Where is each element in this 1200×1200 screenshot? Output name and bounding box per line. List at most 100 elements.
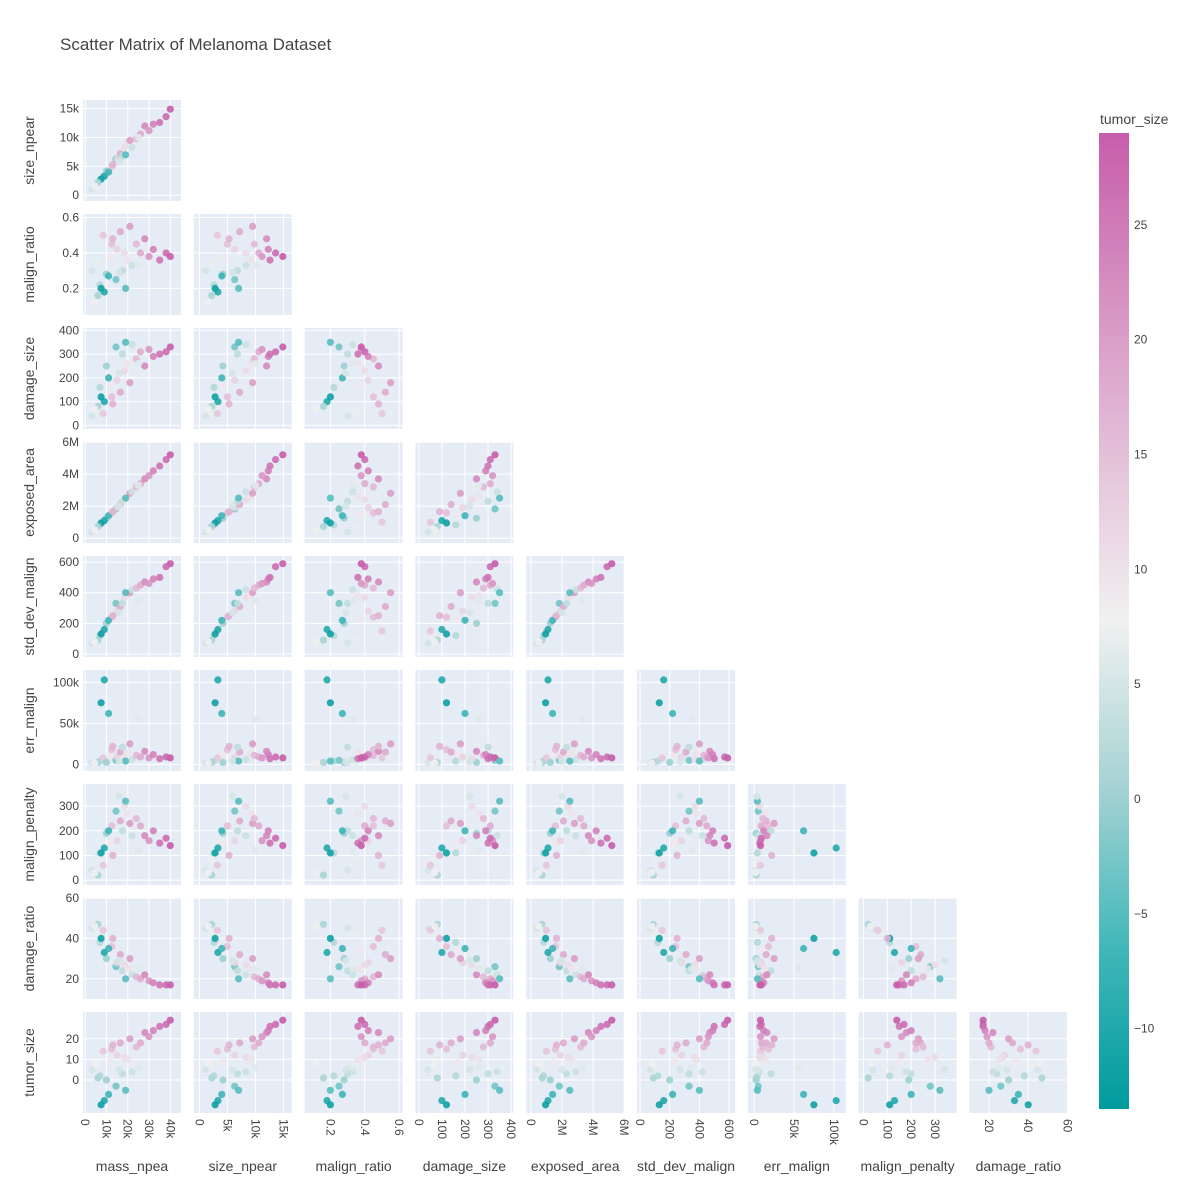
data-point	[466, 792, 474, 800]
data-point	[486, 834, 494, 842]
data-point	[162, 348, 170, 356]
data-point	[99, 926, 107, 934]
data-point	[134, 965, 142, 973]
data-point	[442, 699, 451, 707]
data-point	[753, 849, 762, 857]
data-point	[266, 350, 274, 358]
data-point	[162, 834, 170, 842]
data-point	[354, 462, 362, 470]
data-point	[91, 869, 99, 877]
data-point	[112, 276, 120, 284]
data-point	[660, 948, 668, 957]
data-point	[493, 488, 501, 496]
y-tick-label: 15k	[60, 102, 80, 116]
data-point	[369, 942, 377, 951]
data-point	[676, 792, 684, 800]
data-point	[166, 560, 174, 568]
data-point	[587, 837, 596, 845]
data-point	[263, 362, 271, 370]
data-point	[266, 839, 274, 847]
colorbar-tick-label: −10	[1134, 1022, 1155, 1036]
data-point	[349, 586, 357, 594]
data-point	[685, 756, 693, 764]
data-point	[695, 955, 704, 963]
data-point	[228, 792, 236, 800]
data-point	[890, 948, 899, 957]
data-point	[874, 1047, 882, 1055]
data-point	[338, 944, 346, 953]
data-point	[97, 934, 105, 943]
data-point	[912, 1039, 920, 1047]
data-point	[255, 1039, 263, 1047]
x-tick-label: 0.6	[392, 1119, 406, 1136]
data-point	[535, 922, 543, 930]
data-point	[883, 934, 891, 943]
data-point	[447, 817, 455, 825]
data-point	[552, 612, 561, 620]
data-point	[162, 113, 170, 121]
panel-tumor_size-vs-exposed_area	[526, 1012, 625, 1113]
data-point	[344, 866, 352, 874]
data-point	[228, 957, 236, 965]
data-point	[97, 284, 105, 292]
data-point	[109, 508, 117, 516]
panel-tumor_size-vs-malign_ratio	[304, 1012, 403, 1113]
panel-malign_penalty-vs-damage_size	[415, 784, 514, 885]
data-point	[349, 846, 357, 855]
data-point	[597, 839, 605, 847]
data-point	[898, 1033, 906, 1041]
data-point	[357, 946, 365, 955]
data-point	[340, 1076, 348, 1084]
data-point	[166, 842, 174, 850]
y-axis-title: malign_ratio	[21, 226, 37, 302]
data-point	[893, 1016, 901, 1024]
data-point	[559, 951, 568, 959]
data-point	[128, 1068, 136, 1076]
data-point	[235, 1086, 243, 1094]
data-point	[211, 393, 219, 401]
x-axis-title: damage_ratio	[976, 1158, 1062, 1174]
data-point	[113, 245, 121, 253]
data-point	[756, 861, 765, 869]
data-point	[342, 369, 350, 377]
data-point	[912, 1045, 920, 1053]
data-point	[452, 757, 460, 765]
data-point	[94, 1074, 102, 1082]
data-point	[770, 955, 778, 963]
data-point	[461, 1090, 469, 1098]
data-point	[335, 343, 343, 351]
y-tick-label: 2M	[62, 499, 79, 513]
data-point	[105, 272, 113, 280]
data-point	[552, 934, 561, 943]
data-point	[357, 560, 365, 568]
data-point	[102, 1076, 110, 1084]
data-point	[374, 612, 383, 620]
data-point	[442, 822, 451, 830]
data-point	[374, 742, 383, 751]
data-point	[128, 341, 136, 349]
data-point	[941, 957, 949, 965]
data-point	[570, 1035, 579, 1043]
panel-err_malign-vs-size_npear	[193, 670, 292, 771]
data-point	[491, 599, 499, 608]
panel-damage_ratio-vs-size_npear	[193, 897, 292, 999]
data-point	[563, 827, 571, 835]
panel-damage_ratio-vs-mass_npea	[83, 897, 181, 999]
data-point	[204, 869, 212, 877]
data-point	[115, 957, 123, 965]
data-point	[378, 861, 386, 869]
data-point	[364, 1027, 372, 1035]
data-point	[1003, 1066, 1011, 1074]
data-point	[361, 480, 369, 488]
data-point	[558, 1066, 566, 1074]
data-point	[344, 639, 352, 647]
panel-background	[637, 670, 735, 771]
data-point	[924, 1055, 932, 1063]
y-tick-label: 100	[59, 848, 79, 862]
y-tick-label: 300	[59, 347, 79, 361]
data-point	[592, 1027, 600, 1035]
colorbar-gradient	[1099, 133, 1129, 1109]
data-point	[496, 494, 504, 502]
data-point	[454, 615, 462, 623]
y-tick-label: 5k	[66, 159, 80, 173]
